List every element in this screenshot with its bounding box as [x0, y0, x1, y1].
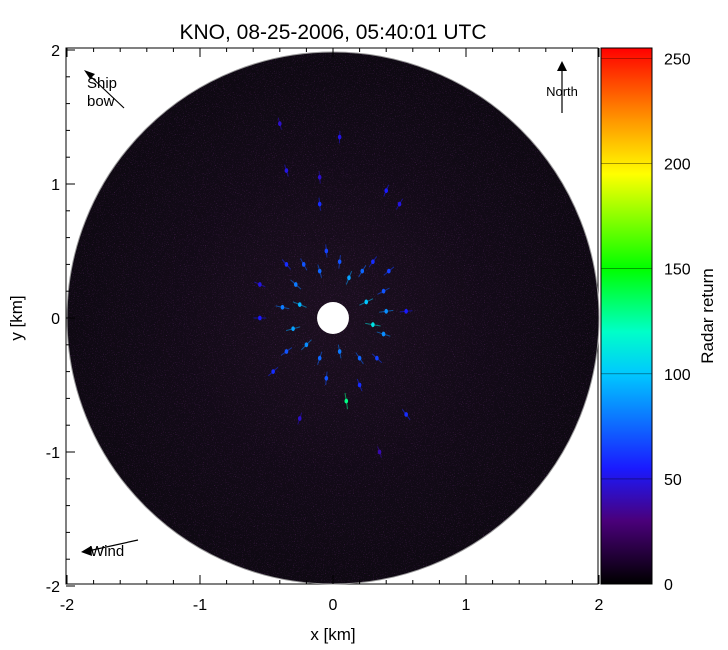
ship-bow-label-line2: bow [87, 93, 115, 110]
return-point [344, 398, 349, 404]
return-point [381, 288, 386, 294]
colorbar-tick-label: 50 [664, 472, 682, 489]
wind-label: Wind [90, 543, 124, 560]
colorbar-tick-label: 200 [664, 157, 691, 174]
radar-disk [66, 51, 600, 585]
colorbar-tick-label: 150 [664, 262, 691, 279]
return-point [357, 382, 362, 388]
colorbar-gradient [600, 47, 653, 585]
return-point [364, 299, 369, 305]
wind-arrowhead-icon [81, 546, 92, 556]
return-point [301, 262, 306, 267]
return-point [317, 268, 322, 274]
ship-bow-arrow-icon [87, 73, 125, 109]
return-point [347, 275, 351, 281]
return-point [297, 416, 302, 421]
return-point [291, 326, 295, 332]
north-arrowhead-icon [557, 61, 567, 71]
wind-arrow-icon [87, 539, 139, 552]
return-point [278, 121, 282, 127]
y-axis-label: y [km] [7, 295, 26, 340]
return-point [324, 375, 329, 381]
y-tick-label: 2 [51, 43, 60, 60]
return-point [371, 259, 375, 265]
return-point [258, 315, 262, 321]
colorbar-ticks: 0 50 100 150 200 250 [601, 52, 691, 594]
colorbar: 0 50 100 150 200 250 Radar return [600, 47, 717, 594]
x-tick-label: -2 [60, 597, 74, 614]
return-point [324, 248, 329, 254]
blanked-center [317, 302, 349, 334]
ship-bow-arrowhead-icon [84, 70, 95, 79]
y-tick-label: -2 [46, 579, 60, 596]
y-tick-label: 1 [51, 177, 60, 194]
return-point [317, 174, 322, 180]
return-point [337, 349, 342, 354]
return-point [360, 268, 365, 274]
return-point [284, 349, 289, 354]
return-point [284, 262, 289, 267]
return-point [357, 355, 362, 361]
y-tick-label: -1 [46, 445, 60, 462]
return-point [317, 201, 322, 207]
return-point [293, 282, 298, 287]
return-point [375, 355, 379, 361]
return-point [404, 308, 408, 314]
colorbar-label: Radar return [698, 268, 717, 363]
return-point [384, 308, 389, 314]
return-point [317, 355, 322, 361]
return-point [258, 282, 262, 287]
return-point [397, 201, 402, 207]
colorbar-tick-label: 250 [664, 52, 691, 69]
return-point [280, 304, 285, 310]
north-label: North [546, 84, 578, 99]
return-point [371, 322, 375, 328]
colorbar-tick-label: 0 [664, 577, 673, 594]
wind-annotation: Wind [81, 539, 139, 560]
x-tick-label: 2 [595, 597, 604, 614]
return-point [297, 302, 302, 307]
return-point [377, 449, 382, 455]
return-point [404, 412, 408, 417]
colorbar-tick-label: 100 [664, 367, 691, 384]
north-annotation: North [546, 61, 578, 113]
chart-title: KNO, 08-25-2006, 05:40:01 UTC [179, 21, 486, 44]
return-point [381, 331, 386, 337]
return-point [337, 259, 342, 265]
x-tick-label: 1 [462, 597, 471, 614]
return-point [387, 268, 391, 274]
return-point [284, 168, 289, 174]
x-tick-label: 0 [329, 597, 338, 614]
ship-bow-annotation: Ship bow [84, 70, 125, 110]
ship-bow-label-line1: Ship [87, 75, 117, 92]
bright-returns [253, 117, 413, 458]
return-point [304, 342, 309, 348]
x-tick-label: -1 [193, 597, 207, 614]
return-point [337, 134, 342, 140]
return-point [384, 188, 389, 194]
y-tick-label: 0 [51, 311, 60, 328]
return-point [271, 369, 275, 374]
y-axis-ticks: -2 -1 0 1 2 [46, 43, 75, 596]
x-axis-label: x [km] [310, 625, 355, 644]
